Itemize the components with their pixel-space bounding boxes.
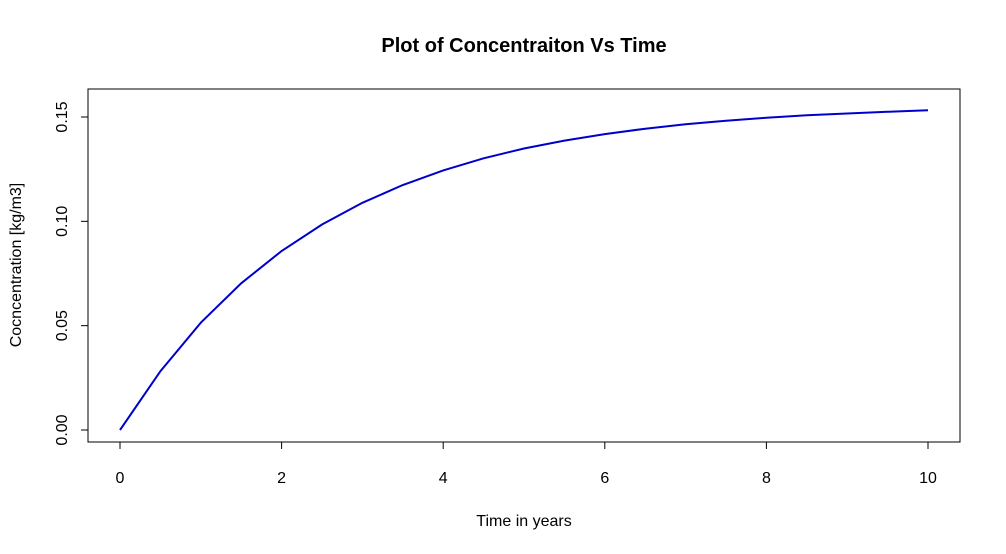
y-tick-label: 0.05 [54,310,71,341]
x-tick-label: 6 [600,470,609,487]
y-axis: 0.00 0.05 0.10 0.15 [54,101,89,446]
x-tick-label: 10 [919,470,937,487]
y-tick-label: 0.10 [54,206,71,237]
x-tick-label: 0 [116,470,125,487]
chart-title: Plot of Concentraiton Vs Time [381,35,666,57]
x-tick-label: 8 [762,470,771,487]
series-line-concentration [119,109,929,431]
plot-frame [87,88,961,443]
y-tick-label: 0.15 [54,101,71,132]
x-axis-label: Time in years [476,513,571,530]
x-axis: 0 2 4 6 8 10 [116,441,937,487]
x-tick-label: 2 [277,470,286,487]
y-axis-label: Cocncentration [kg/m3] [8,183,25,348]
x-tick-label: 4 [439,470,448,487]
y-tick-label: 0.00 [54,414,71,445]
